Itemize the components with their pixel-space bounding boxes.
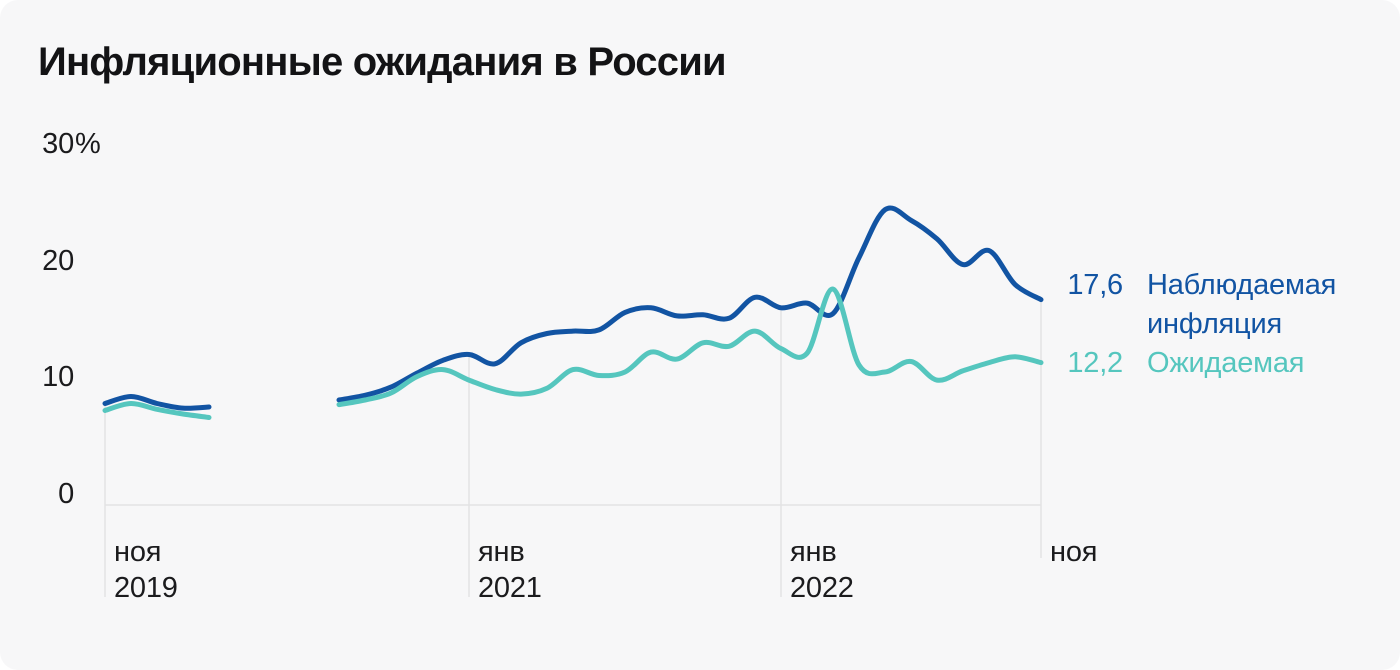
chart-title: Инфляционные ожидания в России [38, 40, 727, 84]
x-tick-label: ноя [1050, 536, 1098, 568]
legend-label-expected: Ожидаемая [1147, 347, 1305, 379]
chart-legend: 17,6 Наблюдаемая инфляция 12,2 Ожидаемая [1063, 266, 1363, 383]
series-line-expected [336, 286, 1044, 408]
series-line-observed [102, 394, 212, 411]
y-tick-label: 10 [42, 361, 74, 394]
series-line-observed [336, 205, 1044, 403]
legend-value-expected: 12,2 [1067, 347, 1123, 379]
y-axis-unit: % [75, 127, 101, 160]
y-tick-label: 20 [42, 244, 74, 277]
y-tick-label: 0 [58, 478, 74, 510]
y-tick-label: 30% [0, 124, 101, 164]
series-line-expected [102, 401, 212, 420]
legend-value-observed: 17,6 [1067, 269, 1123, 301]
x-tick-label: янв 2022 [790, 536, 854, 604]
x-tick-label: ноя 2019 [114, 536, 178, 604]
legend-label-observed: Наблюдаемая инфляция [1147, 269, 1337, 340]
x-tick-label: янв 2021 [478, 536, 542, 604]
